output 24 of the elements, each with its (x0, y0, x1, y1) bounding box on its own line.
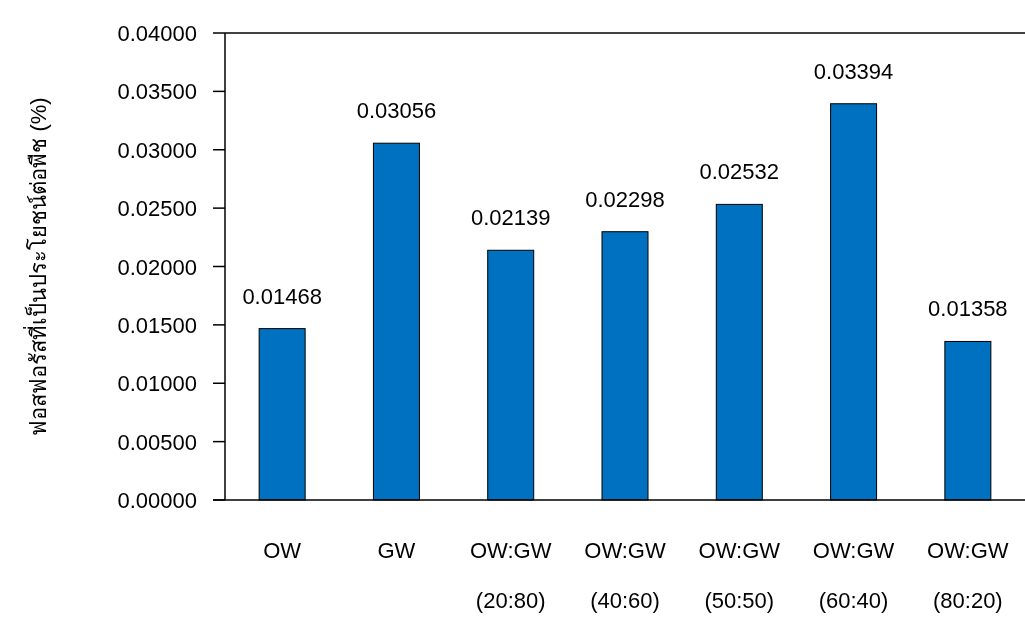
y-tick-label: 0.01500 (117, 312, 197, 338)
y-tick-label: 0.01000 (117, 371, 197, 397)
x-tick-label: OW:GW (20:80) (469, 538, 552, 613)
y-tick-label: 0.00000 (117, 488, 197, 513)
x-tick-label: OW (263, 538, 302, 563)
data-label: 0.03056 (356, 98, 437, 124)
x-tick-label: OW:GW (40:60) (584, 538, 666, 613)
x-tick-label: OW:GW (80:20) (927, 538, 1009, 613)
x-tick-label: OW:GW (60:40) (812, 538, 895, 613)
y-axis-title: ฟอสฟอรัสที่เป็นประโยชน์ต่อพืช (%) (23, 97, 51, 436)
data-label: 0.03394 (813, 58, 894, 84)
y-tick-label: 0.02500 (117, 196, 197, 222)
y-tick-label: 0.02000 (117, 254, 197, 280)
x-tick-label: OW:GW (50:50) (698, 538, 781, 613)
data-label: 0.01468 (242, 283, 322, 309)
y-tick-label: 0.04000 (117, 21, 197, 46)
data-label: 0.02139 (470, 205, 551, 231)
data-label: 0.02532 (699, 159, 780, 185)
x-tick-label: GW (377, 538, 416, 563)
y-tick-label: 0.03500 (117, 79, 197, 105)
data-label: 0.01358 (928, 296, 1008, 322)
y-tick-label: 0.00500 (117, 429, 197, 455)
data-label: 0.02298 (585, 186, 665, 212)
y-tick-label: 0.03000 (117, 137, 197, 163)
